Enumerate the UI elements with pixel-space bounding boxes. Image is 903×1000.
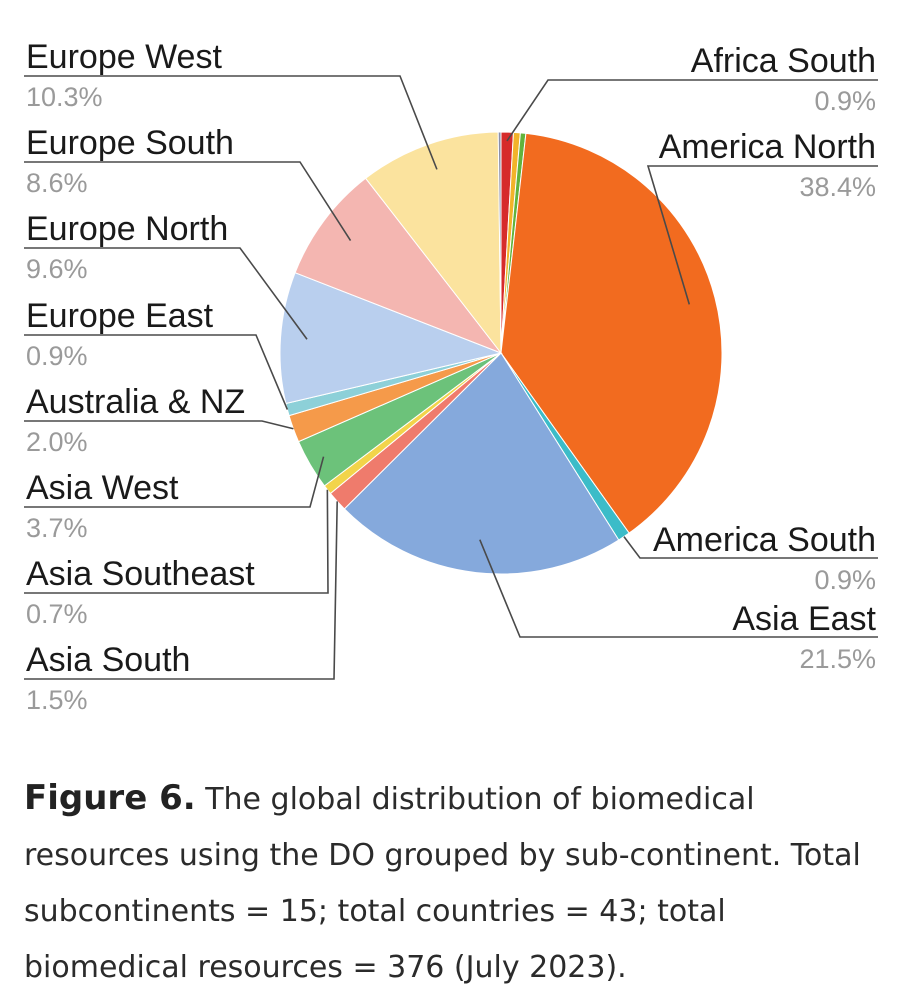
slice-percent-europe-north: 9.6% [26,254,88,284]
leader-lines [24,75,878,680]
leader-line-europe-south [24,161,352,241]
slice-percent-asia-east: 21.5% [799,644,876,674]
slice-label-africa-south: Africa South [691,42,876,80]
slice-label-america-north: America North [659,128,876,166]
leader-line-america-south [623,536,878,559]
pie-slice-europe-south [294,177,503,355]
slice-percent-europe-east: 0.9% [26,341,88,371]
slice-percent-europe-south: 8.6% [26,168,88,198]
leader-line-america-north [646,165,878,305]
slice-label-asia-east: Asia East [732,600,876,638]
leader-line-asia-southeast [24,489,329,594]
slice-label-asia-southeast: Asia Southeast [26,555,255,593]
slice-percent-europe-west: 10.3% [26,82,103,112]
figure-label: Figure 6. [24,778,196,818]
slice-percent-america-north: 38.4% [799,172,876,202]
leader-line-australia-and-nz [24,420,294,430]
slice-label-asia-south: Asia South [26,641,190,679]
pie-slice-america-north [500,132,723,534]
leader-line-asia-west [24,456,325,508]
slice-percent-asia-southeast: 0.7% [26,599,88,629]
slice-label-america-south: America South [653,521,876,559]
slice-label-europe-south: Europe South [26,124,234,162]
slice-label-europe-west: Europe West [26,38,222,76]
slice-label-asia-west: Asia West [26,469,179,507]
pie-slice-unlabeled-14 [497,131,502,354]
pie-slice-europe-west [364,131,502,355]
leader-line-europe-east [24,334,289,410]
leader-line-europe-north [24,247,308,340]
leader-line-europe-west [24,75,438,170]
leader-line-asia-east [479,539,878,638]
slice-percent-asia-west: 3.7% [26,513,88,543]
slice-percent-america-south: 0.9% [814,565,876,595]
slice-percent-africa-south: 0.9% [814,86,876,116]
slice-labels: Africa South 0.9% America North 38.4% Americ… [26,38,877,715]
leader-line-africa-south [506,79,878,142]
slice-percent-asia-south: 1.5% [26,685,88,715]
slice-label-australia-and-nz: Australia & NZ [26,383,245,421]
figure-caption: Figure 6. The global distribution of bio… [24,770,884,996]
slice-label-europe-east: Europe East [26,297,214,335]
pie-chart: Africa South 0.9% America North 38.4% Americ… [24,38,878,715]
pie-slice-asia-east [343,352,620,575]
leader-line-asia-south [24,501,338,680]
caption-text: The global distribution of biomedical re… [24,782,861,985]
pie-slices [279,131,723,575]
pie-slice-europe-north [279,272,503,405]
slice-label-europe-north: Europe North [26,210,228,248]
slice-percent-australia-and-nz: 2.0% [26,427,88,457]
